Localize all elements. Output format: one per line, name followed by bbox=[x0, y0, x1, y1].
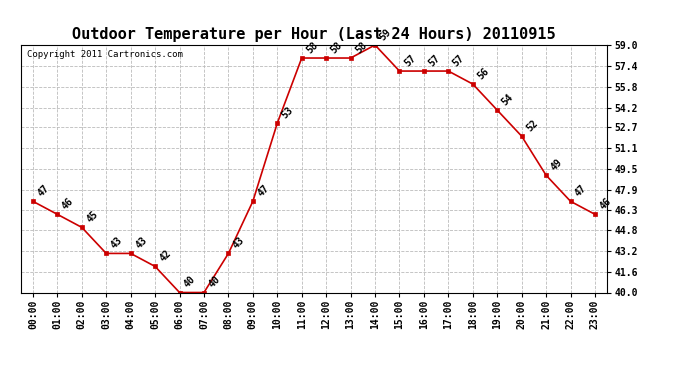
Text: 47: 47 bbox=[255, 183, 271, 198]
Text: 52: 52 bbox=[524, 118, 540, 134]
Text: Copyright 2011 Cartronics.com: Copyright 2011 Cartronics.com bbox=[26, 50, 182, 59]
Text: 46: 46 bbox=[598, 196, 613, 211]
Text: 54: 54 bbox=[500, 92, 515, 107]
Text: 47: 47 bbox=[573, 183, 589, 198]
Text: 40: 40 bbox=[207, 274, 222, 290]
Text: 47: 47 bbox=[36, 183, 51, 198]
Text: 43: 43 bbox=[231, 235, 246, 250]
Text: 53: 53 bbox=[280, 105, 295, 120]
Text: 42: 42 bbox=[158, 248, 173, 264]
Text: 59: 59 bbox=[378, 27, 393, 42]
Text: 58: 58 bbox=[329, 40, 344, 55]
Text: 40: 40 bbox=[182, 274, 198, 290]
Text: 43: 43 bbox=[133, 235, 149, 250]
Text: 45: 45 bbox=[85, 209, 100, 225]
Text: 49: 49 bbox=[549, 157, 564, 172]
Text: 46: 46 bbox=[60, 196, 75, 211]
Text: 43: 43 bbox=[109, 235, 124, 250]
Text: 58: 58 bbox=[353, 40, 368, 55]
Text: 57: 57 bbox=[426, 53, 442, 68]
Text: 57: 57 bbox=[402, 53, 417, 68]
Text: 57: 57 bbox=[451, 53, 466, 68]
Text: 56: 56 bbox=[475, 66, 491, 81]
Text: 58: 58 bbox=[304, 40, 320, 55]
Title: Outdoor Temperature per Hour (Last 24 Hours) 20110915: Outdoor Temperature per Hour (Last 24 Ho… bbox=[72, 27, 555, 42]
